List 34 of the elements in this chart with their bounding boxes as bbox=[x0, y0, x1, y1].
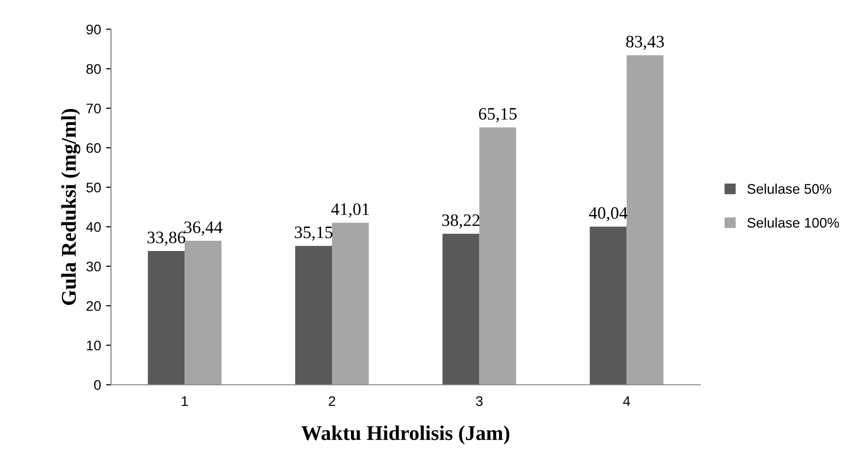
legend-label: Selulase 50% bbox=[747, 184, 832, 194]
y-tick-label: 90 bbox=[86, 24, 101, 34]
x-tick-label: 3 bbox=[476, 396, 483, 406]
y-tick-label: 30 bbox=[86, 262, 101, 272]
bar bbox=[148, 251, 185, 385]
y-tick-label: 0 bbox=[94, 380, 101, 390]
data-label: 35,15 bbox=[294, 226, 332, 241]
y-tick-label: 20 bbox=[86, 301, 101, 311]
y-tick-label: 70 bbox=[86, 104, 101, 114]
data-label: 83,43 bbox=[626, 36, 664, 50]
data-label: 36,44 bbox=[184, 221, 222, 236]
y-tick-label: 10 bbox=[86, 340, 101, 350]
bar bbox=[590, 226, 627, 385]
x-tick-label: 2 bbox=[328, 396, 336, 406]
data-label: 40,04 bbox=[589, 207, 628, 222]
bar bbox=[332, 222, 369, 385]
y-axis-title: Gula Reduksi (mg/ml) bbox=[61, 108, 80, 305]
y-tick-label: 40 bbox=[86, 222, 101, 232]
data-label: 38,22 bbox=[442, 214, 480, 229]
bar bbox=[626, 55, 664, 385]
y-tick-label: 60 bbox=[86, 143, 101, 153]
bar bbox=[479, 127, 516, 385]
bar bbox=[184, 240, 222, 385]
data-label: 65,15 bbox=[478, 108, 517, 122]
y-tick-label: 80 bbox=[86, 64, 101, 74]
bar bbox=[295, 246, 332, 385]
y-tick-label: 50 bbox=[86, 182, 101, 192]
data-label: 33,86 bbox=[148, 232, 186, 246]
x-axis-title: Waktu Hidrolisis (Jam) bbox=[301, 425, 510, 444]
data-label: 41,01 bbox=[331, 203, 369, 218]
x-tick-label: 4 bbox=[623, 396, 630, 406]
legend-label: Selulase 100% bbox=[747, 217, 839, 228]
bar bbox=[442, 234, 480, 385]
x-tick-label: 1 bbox=[182, 396, 188, 406]
